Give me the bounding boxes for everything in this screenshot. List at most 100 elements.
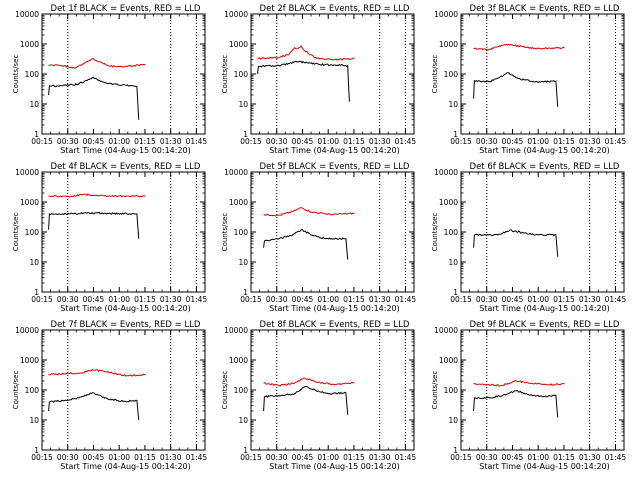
y-tick-label: 1000 xyxy=(20,40,39,49)
x-tick-label: 01:30 xyxy=(160,137,182,146)
detector-panel: Det 8f BLACK = Events, RED = LLD 1 10 100 10… xyxy=(221,320,416,471)
detector-panel: Det 7f BLACK = Events, RED = LLD 1 10 100 10… xyxy=(12,320,207,471)
x-tick-label: 00:30 xyxy=(476,137,498,146)
x-tick-label: 01:30 xyxy=(579,453,601,462)
lld-series-line xyxy=(48,368,146,377)
x-tick-label: 00:30 xyxy=(266,453,288,462)
y-tick-label: 10 xyxy=(448,416,458,425)
detector-panel: Det 1f BLACK = Events, RED = LLD 1 10 100 10… xyxy=(12,4,207,155)
events-series-line xyxy=(48,392,140,421)
y-tick-label: 1000 xyxy=(20,198,39,207)
y-tick-label: 1 xyxy=(453,130,458,139)
x-tick-label: 00:45 xyxy=(502,453,524,462)
y-tick-label: 1000 xyxy=(439,198,458,207)
x-tick-label: 00:30 xyxy=(476,453,498,462)
y-tick-label: 1000 xyxy=(439,40,458,49)
y-tick-label: 10000 xyxy=(224,326,248,335)
panel-title: Det 8f BLACK = Events, RED = LLD xyxy=(260,320,410,330)
y-axis-label: Counts/sec xyxy=(12,55,20,94)
x-tick-label: 00:15 xyxy=(240,453,262,462)
plot-frame xyxy=(250,171,415,293)
y-tick-label: 1 xyxy=(34,288,39,297)
x-axis-label: Start Time (04-Aug-15 00:14:20) xyxy=(479,462,610,471)
x-tick-label: 00:30 xyxy=(476,295,498,304)
y-tick-label: 10 xyxy=(29,258,39,267)
plot-frame xyxy=(250,13,415,135)
x-tick-label: 00:45 xyxy=(502,295,524,304)
x-tick-label: 00:45 xyxy=(292,453,314,462)
x-tick-label: 00:15 xyxy=(450,453,472,462)
x-tick-label: 00:45 xyxy=(83,137,105,146)
y-tick-label: 10000 xyxy=(434,326,458,335)
y-axis-label: Counts/sec xyxy=(221,55,229,94)
y-axis-label: Counts/sec xyxy=(221,213,229,252)
y-tick-label: 100 xyxy=(444,228,459,237)
x-tick-label: 01:00 xyxy=(317,295,339,304)
y-tick-label: 10 xyxy=(238,416,248,425)
y-tick-label: 100 xyxy=(234,228,249,237)
x-tick-label: 01:45 xyxy=(186,295,208,304)
y-tick-label: 1000 xyxy=(439,356,458,365)
x-axis-label: Start Time (04-Aug-15 00:14:20) xyxy=(60,304,191,313)
y-tick-label: 100 xyxy=(25,228,40,237)
x-tick-label: 00:15 xyxy=(450,295,472,304)
lld-series-line xyxy=(48,193,146,198)
x-tick-label: 01:15 xyxy=(553,295,575,304)
y-axis-label: Counts/sec xyxy=(431,55,439,94)
y-tick-label: 100 xyxy=(25,386,40,395)
detector-panel: Det 9f BLACK = Events, RED = LLD 1 10 100 10… xyxy=(431,320,626,471)
y-tick-label: 1 xyxy=(34,446,39,455)
detector-panel: Det 6f BLACK = Events, RED = LLD 1 10 100 10… xyxy=(431,162,626,313)
x-tick-label: 01:45 xyxy=(395,137,417,146)
x-tick-label: 01:30 xyxy=(369,453,391,462)
events-series-line xyxy=(263,228,349,260)
y-tick-label: 10000 xyxy=(224,10,248,19)
x-tick-label: 01:15 xyxy=(134,453,156,462)
y-tick-label: 100 xyxy=(444,70,459,79)
detector-panel: Det 4f BLACK = Events, RED = LLD 1 10 100 10… xyxy=(12,162,207,313)
x-tick-label: 01:30 xyxy=(579,295,601,304)
x-tick-label: 01:00 xyxy=(527,137,549,146)
events-series-line xyxy=(473,72,559,107)
y-tick-label: 100 xyxy=(234,70,249,79)
plot-frame xyxy=(460,329,625,451)
x-tick-label: 00:30 xyxy=(57,295,79,304)
x-tick-label: 00:30 xyxy=(57,453,79,462)
x-axis-label: Start Time (04-Aug-15 00:14:20) xyxy=(60,146,191,155)
x-tick-label: 01:15 xyxy=(134,295,156,304)
x-axis-label: Start Time (04-Aug-15 00:14:20) xyxy=(269,462,400,471)
panel-title: Det 6f BLACK = Events, RED = LLD xyxy=(470,162,620,172)
panel-title: Det 2f BLACK = Events, RED = LLD xyxy=(260,4,410,14)
lld-series-line xyxy=(473,43,565,51)
panel-title: Det 4f BLACK = Events, RED = LLD xyxy=(51,162,201,172)
events-series-line xyxy=(257,60,350,102)
x-axis-label: Start Time (04-Aug-15 00:14:20) xyxy=(269,304,400,313)
y-tick-label: 10000 xyxy=(224,168,248,177)
y-tick-label: 1000 xyxy=(229,40,248,49)
x-tick-label: 00:15 xyxy=(240,137,262,146)
x-tick-label: 00:45 xyxy=(83,295,105,304)
y-tick-label: 10 xyxy=(29,416,39,425)
y-axis-label: Counts/sec xyxy=(431,213,439,252)
y-tick-label: 1 xyxy=(34,130,39,139)
x-tick-label: 01:45 xyxy=(605,137,627,146)
y-tick-label: 1 xyxy=(243,130,248,139)
detector-panel: Det 3f BLACK = Events, RED = LLD 1 10 100 10… xyxy=(431,4,626,155)
x-tick-label: 01:45 xyxy=(605,453,627,462)
x-tick-label: 01:00 xyxy=(108,453,130,462)
x-tick-label: 01:00 xyxy=(317,137,339,146)
panel-title: Det 1f BLACK = Events, RED = LLD xyxy=(51,4,201,14)
plot-frame xyxy=(460,13,625,135)
x-tick-label: 01:30 xyxy=(160,453,182,462)
x-tick-label: 00:15 xyxy=(31,453,53,462)
y-axis-label: Counts/sec xyxy=(221,371,229,410)
x-tick-label: 00:45 xyxy=(83,453,105,462)
y-tick-label: 100 xyxy=(444,386,459,395)
y-tick-label: 10000 xyxy=(15,326,39,335)
y-tick-label: 10 xyxy=(448,258,458,267)
x-tick-label: 01:15 xyxy=(343,137,365,146)
x-tick-label: 00:15 xyxy=(31,295,53,304)
x-tick-label: 01:30 xyxy=(160,295,182,304)
detector-panel: Det 5f BLACK = Events, RED = LLD 1 10 100 10… xyxy=(221,162,416,313)
